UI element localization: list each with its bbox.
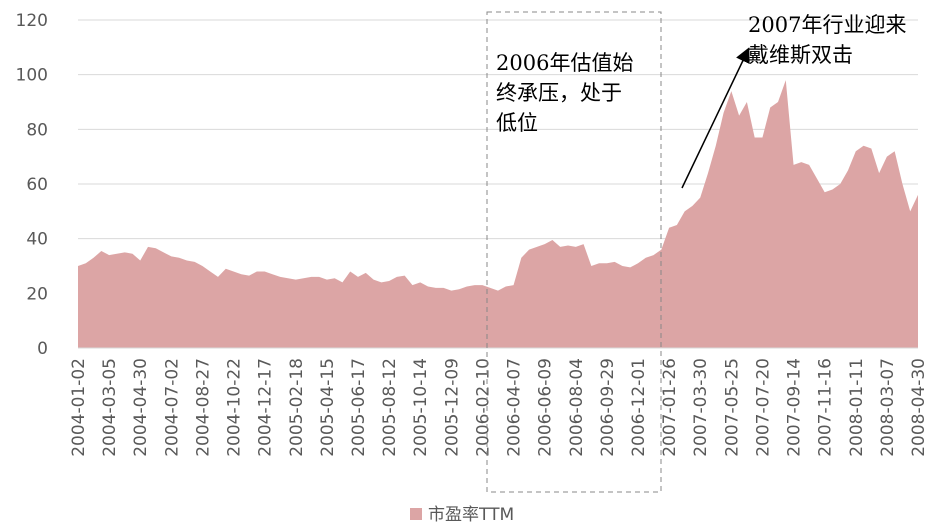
x-tick-label: 2006-02-10 (473, 358, 493, 457)
annotation: 2007年行业迎来 (748, 13, 906, 37)
x-tick-label: 2005-06-17 (349, 358, 369, 457)
x-tick-label: 2006-06-09 (536, 358, 556, 457)
annotation: 2006年估值始 (496, 51, 633, 75)
arrow (681, 47, 750, 189)
area (78, 80, 918, 348)
y-tick-label: 60 (26, 175, 48, 195)
x-tick-label: 2006-08-04 (567, 358, 587, 457)
x-tick-label: 2007-05-25 (722, 358, 742, 457)
x-tick-label: 2004-03-05 (100, 358, 120, 457)
x-tick-label: 2006-04-07 (505, 358, 525, 457)
x-tick-label: 2004-07-02 (162, 358, 182, 457)
x-tick-label: 2008-03-07 (878, 358, 898, 457)
x-tick-label: 2007-09-14 (785, 358, 805, 457)
y-tick-label: 20 (26, 284, 48, 304)
x-tick-label: 2004-08-27 (193, 358, 213, 457)
x-tick-label: 2004-10-22 (225, 358, 245, 457)
x-tick-label: 2005-08-12 (380, 358, 400, 457)
annotation: 戴维斯双击 (748, 43, 853, 67)
y-tick-label: 100 (16, 66, 48, 86)
y-tick-label: 120 (16, 11, 48, 31)
highlight-box (486, 11, 662, 493)
x-tick-label: 2005-04-15 (318, 358, 338, 457)
x-tick-label: 2004-01-02 (69, 358, 89, 457)
x-tick-label: 2005-10-14 (411, 358, 431, 457)
x-tick-label: 2004-12-17 (256, 358, 276, 457)
x-tick-label: 2004-04-30 (131, 358, 151, 457)
y-tick-label: 0 (37, 339, 48, 359)
y-tick-label: 80 (26, 120, 48, 140)
x-tick-label: 2005-12-09 (442, 358, 462, 457)
legend-swatch (410, 508, 422, 520)
y-tick-label: 40 (26, 230, 48, 250)
x-tick-label: 2007-11-16 (816, 358, 836, 457)
x-tick-label: 2008-04-30 (909, 358, 929, 457)
x-tick-label: 2007-01-26 (660, 358, 680, 457)
x-tick-label: 2008-01-11 (847, 358, 867, 457)
annotation: 低位 (496, 111, 538, 135)
x-tick-label: 2006-09-29 (598, 358, 618, 457)
x-tick-label: 2007-03-30 (691, 358, 711, 457)
x-tick-label: 2005-02-18 (287, 358, 307, 457)
legend-label: 市盈率TTM (428, 505, 514, 525)
x-tick-label: 2006-12-01 (629, 358, 649, 457)
annotation: 终承压，处于 (496, 81, 622, 105)
x-tick-label: 2007-07-20 (753, 358, 773, 457)
